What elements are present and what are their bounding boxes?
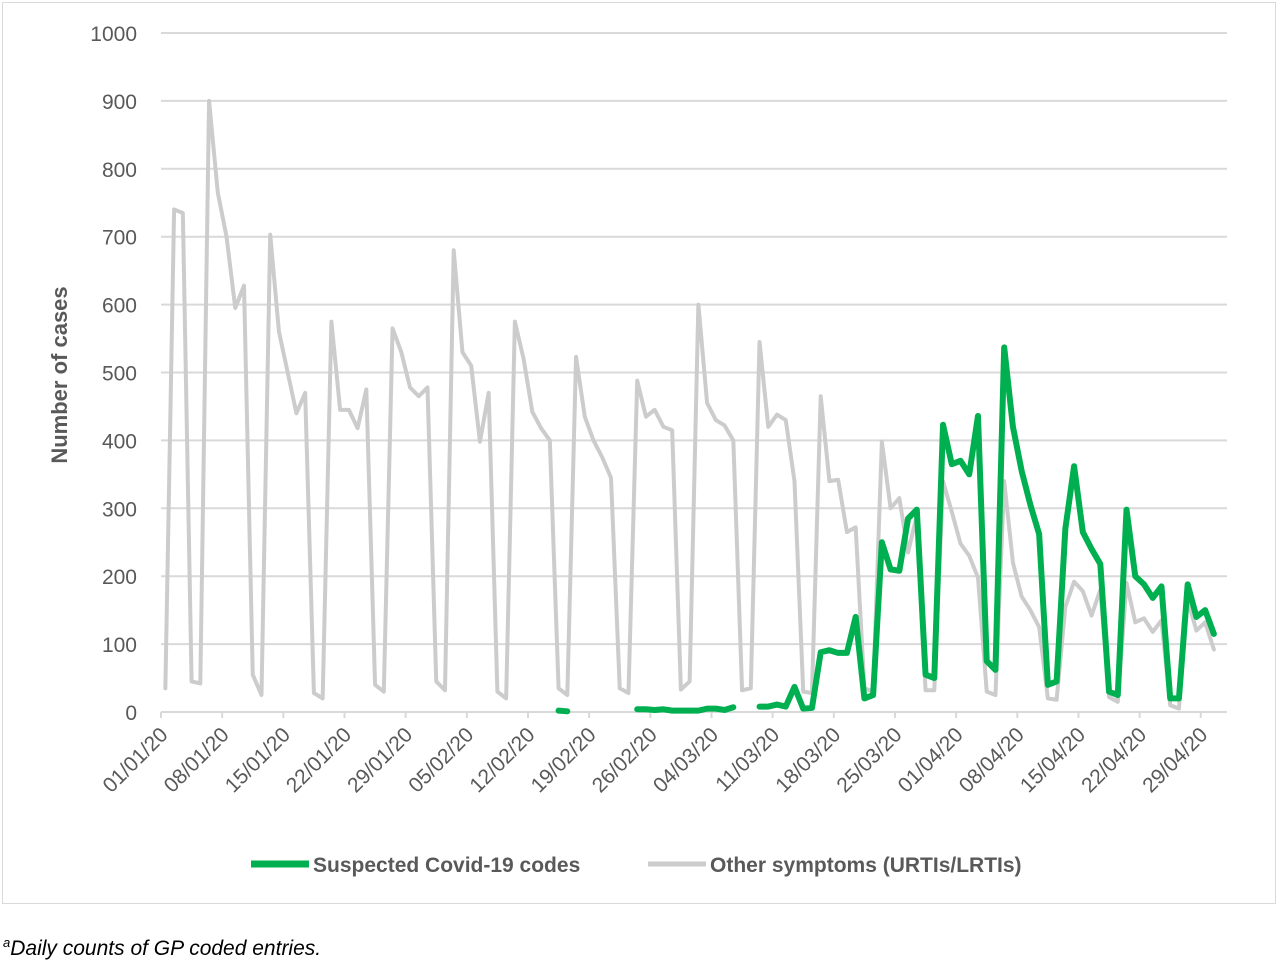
x-tick-label: 05/02/20: [404, 723, 478, 797]
y-tick-label-100: 100: [102, 634, 137, 657]
x-tick-label: 08/01/20: [160, 723, 234, 797]
y-tick-label-500: 500: [102, 363, 137, 386]
series-other-symptoms: [163, 98, 1216, 711]
y-tick-label-200: 200: [102, 566, 137, 589]
series-lines: [163, 98, 1217, 715]
y-axis-label: Number of cases: [47, 286, 72, 463]
y-tick-label-600: 600: [102, 295, 137, 318]
y-tick-label-300: 300: [102, 498, 137, 521]
x-tick-label: 15/04/20: [1016, 723, 1090, 797]
series-line-segment: [756, 344, 1217, 712]
x-tick-label: 26/02/20: [588, 723, 662, 797]
y-tick-label-1000: 1000: [90, 23, 137, 46]
x-tick-label: 15/01/20: [221, 723, 295, 797]
x-tick-label: 29/04/20: [1138, 723, 1212, 797]
x-tick-label: 01/01/20: [98, 723, 172, 797]
y-tick-label-700: 700: [102, 227, 137, 250]
x-tick-label: 11/03/20: [711, 723, 784, 796]
series-line-segment: [634, 704, 737, 714]
footnote-text: Daily counts of GP coded entries.: [10, 937, 322, 960]
footnote: aDaily counts of GP coded entries.: [3, 935, 321, 961]
y-tick-label-800: 800: [102, 159, 137, 182]
x-tick-label: 12/02/20: [465, 723, 539, 797]
x-tick-label: 01/04/20: [894, 723, 968, 797]
legend-label: Suspected Covid-19 codes: [313, 854, 580, 877]
series-suspected-covid-19: [555, 344, 1217, 715]
gridlines: [161, 32, 1227, 646]
y-tick-label-0: 0: [125, 702, 137, 725]
x-tick-label: 22/01/20: [282, 723, 356, 797]
x-tick-label: 29/01/20: [343, 723, 417, 797]
x-axis-tick-labels: 01/01/2008/01/2015/01/2022/01/2029/01/20…: [98, 723, 1212, 797]
y-axis-tick-labels: 0 100 200 300 400 500 600 700 800 900 1000: [90, 23, 137, 725]
legend-label: Other symptoms (URTIs/LRTIs): [710, 854, 1022, 877]
x-tick-label: 25/03/20: [832, 723, 906, 797]
line-chart: 0 100 200 300 400 500 600 700 800 900 1000 01/01/2…: [47, 23, 1227, 877]
x-tick-label: 22/04/20: [1077, 723, 1151, 797]
series-line-segment: [163, 98, 1216, 711]
footnote-marker: a: [3, 935, 11, 950]
x-tick-label: 18/03/20: [771, 723, 845, 797]
series-line-segment: [555, 707, 571, 715]
chart-frame: 0 100 200 300 400 500 600 700 800 900 1000 01/01/2…: [2, 2, 1276, 904]
legend: Suspected Covid-19 codes Other symptoms (…: [251, 854, 1022, 877]
y-tick-label-900: 900: [102, 91, 137, 114]
x-tick-label: 04/03/20: [649, 723, 723, 797]
x-tick-label: 08/04/20: [955, 723, 1029, 797]
x-tick-label: 19/02/20: [527, 723, 601, 797]
y-tick-label-400: 400: [102, 430, 137, 453]
